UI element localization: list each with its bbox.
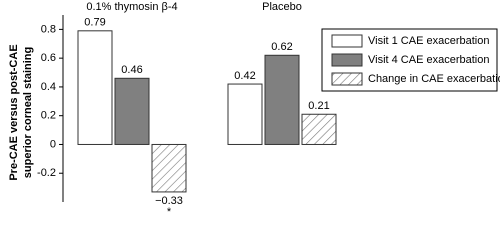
value-label: 0.21 [308, 100, 329, 112]
y-tick-label: -0.2 [37, 167, 56, 179]
legend-label: Change in CAE exacerbation [368, 73, 500, 85]
legend-swatch [331, 72, 363, 86]
value-label: 0.79 [84, 17, 105, 29]
bar [301, 113, 337, 145]
value-label: −0.33 [155, 195, 183, 207]
legend-swatch [331, 34, 363, 48]
group-label: Placebo [262, 1, 302, 13]
value-label: 0.46 [121, 64, 142, 76]
y-tick-label: 0 [50, 138, 56, 150]
bar [77, 30, 113, 145]
legend-label: Visit 1 CAE exacerbation [368, 35, 489, 47]
y-tick-label: 0.8 [41, 23, 56, 35]
y-axis-title: Pre-CAE versus post-CAE [8, 44, 20, 180]
chart: -0.2 0 0.2 0.4 0.6 0.8 Pre-CAE versus post-CAE… [8, 1, 500, 216]
legend-label: Visit 4 CAE exacerbation [368, 54, 489, 66]
value-label: 0.62 [271, 41, 292, 53]
bar [114, 77, 150, 145]
bar [151, 143, 187, 193]
value-label: 0.42 [234, 70, 255, 82]
group-label: 0.1% thymosin β-4 [86, 1, 177, 13]
y-tick-label: 0.4 [41, 81, 56, 93]
bar [227, 83, 263, 145]
y-tick-label: 0.6 [41, 52, 56, 64]
y-tick-label: 0.2 [41, 110, 56, 122]
legend-swatch [331, 53, 363, 67]
significance-marker: * [167, 206, 172, 216]
y-axis-title: superior corneal staining [22, 47, 34, 178]
bar [264, 54, 300, 145]
